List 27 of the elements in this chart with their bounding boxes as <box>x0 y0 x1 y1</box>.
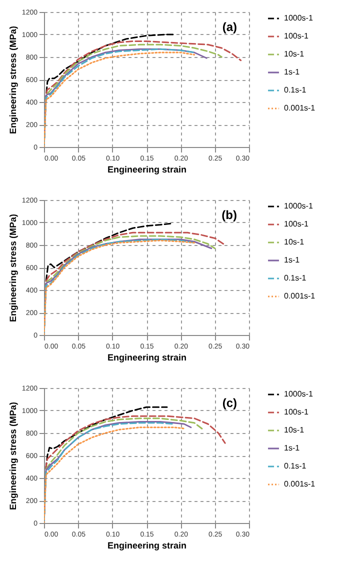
x-axis-title: Engineering strain <box>107 540 187 550</box>
legend-label: 1s-1 <box>284 256 300 264</box>
legend-label: 1s-1 <box>284 68 300 76</box>
legend-label: 0.1s-1 <box>284 86 307 94</box>
legend-label: 100s-1 <box>284 220 310 228</box>
legend-label: 0.1s-1 <box>284 274 307 282</box>
legend-label: 1s-1 <box>284 444 300 452</box>
x-axis-title: Engineering strain <box>107 164 187 174</box>
legend-label: 100s-1 <box>284 32 310 40</box>
legend-label: 1000s-1 <box>284 202 314 210</box>
legend-label: 10s-1 <box>284 426 305 434</box>
legend-label: 0.1s-1 <box>284 462 307 470</box>
legend-label: 0.001s-1 <box>284 292 316 300</box>
legend-label: 100s-1 <box>284 408 310 416</box>
legend-label: 10s-1 <box>284 50 305 58</box>
legend-label: 1000s-1 <box>284 14 314 22</box>
legend-label: 0.001s-1 <box>284 104 316 112</box>
y-axis-title: Engineering stress (MPa) <box>8 402 18 510</box>
legend-label: 1000s-1 <box>284 390 314 398</box>
annotation: (b) <box>222 208 237 222</box>
annotation: (c) <box>222 396 237 410</box>
y-axis-title: Engineering stress (MPa) <box>8 26 18 134</box>
x-axis-title: Engineering strain <box>107 352 187 362</box>
legend-label: 0.001s-1 <box>284 480 316 488</box>
legend-label: 10s-1 <box>284 238 305 246</box>
annotation: (a) <box>222 20 237 34</box>
y-axis-title: Engineering stress (MPa) <box>8 214 18 322</box>
